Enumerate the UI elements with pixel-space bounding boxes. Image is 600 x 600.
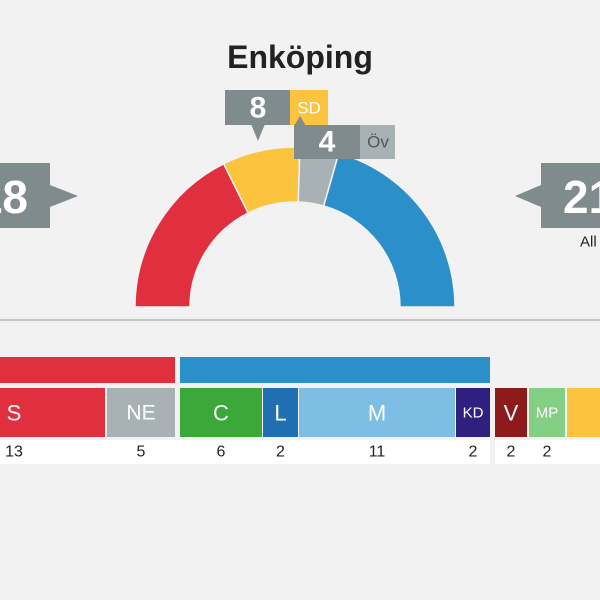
party-seats: 2 (543, 444, 552, 461)
party-seats: 11 (369, 444, 386, 461)
callout-label: SD (297, 99, 321, 118)
party-box (180, 388, 262, 437)
callout-label-bg (360, 125, 395, 159)
bloc-bar (180, 357, 490, 383)
callout (0, 163, 78, 228)
party-name: M (368, 401, 386, 426)
arc-segment (322, 152, 456, 308)
callout-pointer (251, 124, 265, 141)
party-box (263, 388, 298, 437)
callout-value: 21 (563, 171, 600, 223)
party-seats: 13 (5, 444, 23, 461)
callout-label-bg (290, 90, 328, 125)
party-box (495, 388, 527, 437)
party-seats: 2 (507, 444, 516, 461)
callout-value: 8 (250, 92, 267, 125)
party-name: V (504, 401, 519, 426)
party-box (456, 388, 490, 437)
callout-pointer (294, 116, 306, 126)
annotation: All (580, 234, 597, 251)
seat-row (495, 440, 600, 464)
party-name: NE (126, 402, 155, 425)
callout (515, 163, 600, 228)
party-name: C (213, 401, 229, 426)
bloc-bar (0, 357, 175, 383)
callout-label: Öv (367, 133, 389, 152)
callout-value: 4 (319, 126, 336, 159)
callout (225, 90, 290, 125)
callout-value: 18 (0, 171, 28, 223)
callout (294, 125, 360, 159)
chart-title: Enköping (227, 39, 373, 75)
party-seats: 5 (137, 444, 146, 461)
seat-row (0, 440, 490, 464)
party-box (529, 388, 565, 437)
party-box (107, 388, 175, 437)
party-box (567, 388, 600, 437)
party-seats: 6 (217, 444, 226, 461)
party-name: KD (463, 405, 484, 422)
party-name: L (274, 401, 286, 426)
party-name: S (7, 401, 22, 426)
party-box (0, 388, 105, 437)
party-seats: 2 (276, 444, 285, 461)
party-seats: 2 (469, 444, 478, 461)
party-name: MP (536, 405, 559, 422)
party-box (299, 388, 455, 437)
